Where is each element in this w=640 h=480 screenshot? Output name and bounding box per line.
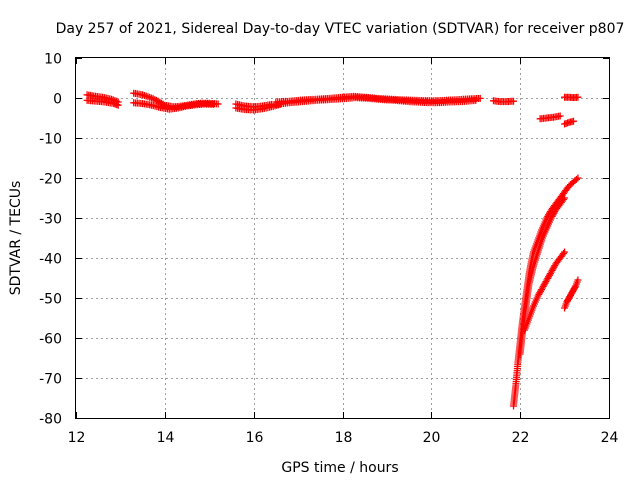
data-point [476, 94, 484, 102]
x-tick-label: 22 [512, 430, 530, 446]
y-tick-label: 0 [53, 92, 62, 108]
data-point [561, 248, 569, 256]
data-point [561, 194, 569, 202]
y-tick-label: -80 [39, 412, 62, 428]
axis-ticks [76, 58, 610, 419]
data-point [148, 94, 156, 102]
series-arc-10 [536, 112, 564, 123]
series-arc-16 [561, 276, 582, 312]
series-arc-11 [561, 93, 582, 102]
y-tick-label: -30 [39, 212, 62, 228]
y-tick-label: -60 [39, 332, 62, 348]
y-tick-label: -70 [39, 372, 62, 388]
series-arc-1 [83, 91, 122, 106]
data-point [559, 196, 567, 203]
data-points [83, 89, 582, 410]
data-point [114, 101, 122, 109]
y-tick-labels: 10 0 -10 -20 -30 -40 -50 -60 -70 -80 [39, 52, 62, 428]
data-point [559, 250, 567, 257]
data-point [569, 117, 577, 125]
y-tick-label: -20 [39, 172, 62, 188]
series-arc-2 [83, 96, 122, 109]
x-tick-label: 16 [246, 430, 264, 446]
y-tick-label: -50 [39, 292, 62, 308]
y-tick-label: -40 [39, 252, 62, 268]
chart-title: Day 257 of 2021, Sidereal Day-to-day VTE… [56, 21, 625, 37]
series-arc-12 [561, 117, 577, 128]
data-point [572, 175, 580, 183]
series-arc-15 [521, 248, 569, 334]
x-tick-label: 24 [601, 430, 619, 446]
x-tick-label: 20 [423, 430, 441, 446]
y-axis-label: SDTVAR / TECUs [8, 181, 24, 296]
data-point [151, 96, 159, 104]
series-arc-4 [130, 99, 218, 113]
x-tick-labels: 12 14 16 18 20 22 24 [68, 430, 619, 446]
plot-frame [75, 57, 610, 419]
x-tick-label: 14 [157, 430, 175, 446]
data-point [149, 95, 157, 103]
data-point [472, 96, 480, 104]
data-point [210, 100, 218, 108]
grid [76, 58, 609, 418]
y-tick-label: -10 [39, 132, 62, 148]
x-tick-label: 18 [335, 430, 353, 446]
y-tick-label: 10 [44, 52, 62, 68]
series-arc-8 [272, 94, 480, 108]
data-point [571, 283, 579, 291]
data-point [556, 112, 564, 120]
data-point [574, 276, 582, 284]
series-arc-9 [490, 97, 518, 106]
data-point [574, 174, 582, 182]
x-tick-label: 12 [68, 430, 86, 446]
x-axis-label: GPS time / hours [281, 460, 398, 476]
data-point [510, 97, 518, 105]
data-point [574, 93, 582, 101]
